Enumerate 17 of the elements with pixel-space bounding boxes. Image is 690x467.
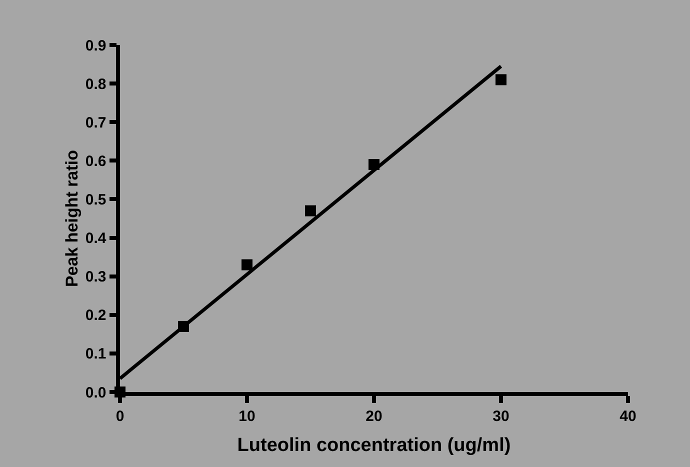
y-tick-label: 0.6 bbox=[85, 152, 106, 170]
y-tick-label: 0.8 bbox=[85, 76, 106, 93]
y-tick-label: 0.4 bbox=[85, 230, 107, 248]
y-tick-label: 0.1 bbox=[85, 346, 106, 363]
y-tick-label: 0.2 bbox=[85, 307, 106, 324]
y-tick-label: 0.0 bbox=[85, 384, 106, 402]
y-tick-label: 0.3 bbox=[85, 268, 106, 286]
x-tick-label: 20 bbox=[366, 408, 382, 425]
x-tick-label: 0 bbox=[116, 408, 124, 425]
y-tick-label: 0.9 bbox=[85, 37, 106, 54]
y-tick-label: 0.5 bbox=[85, 191, 106, 208]
x-axis-title: Luteolin concentration (ug/ml) bbox=[237, 435, 511, 456]
x-tick-label: 30 bbox=[492, 408, 510, 425]
y-axis-title: Peak height ratio bbox=[62, 150, 82, 287]
x-tick-label: 40 bbox=[620, 408, 636, 425]
x-tick-label: 10 bbox=[238, 408, 256, 425]
y-tick-label: 0.7 bbox=[85, 114, 106, 132]
